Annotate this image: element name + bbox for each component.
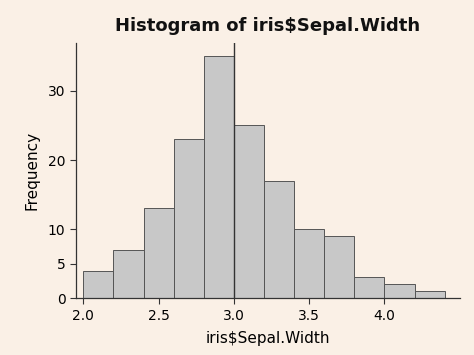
Title: Histogram of iris$Sepal.Width: Histogram of iris$Sepal.Width	[115, 17, 420, 36]
Bar	[83, 271, 113, 298]
Bar	[324, 236, 355, 298]
Bar	[144, 208, 173, 298]
X-axis label: iris$Sepal.Width: iris$Sepal.Width	[206, 331, 330, 346]
Y-axis label: Frequency: Frequency	[25, 131, 39, 210]
Bar	[384, 284, 415, 298]
Bar	[264, 181, 294, 298]
Bar	[234, 126, 264, 298]
Bar	[204, 56, 234, 298]
Bar	[415, 291, 445, 298]
Bar	[355, 278, 384, 298]
Bar	[173, 139, 204, 298]
Bar	[113, 250, 144, 298]
Bar	[294, 229, 324, 298]
